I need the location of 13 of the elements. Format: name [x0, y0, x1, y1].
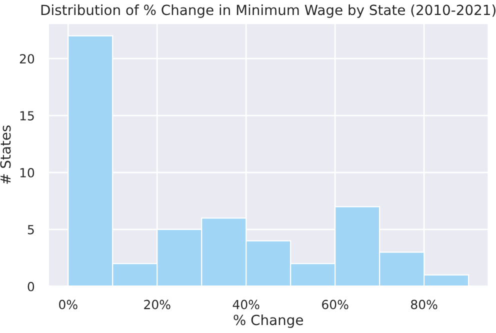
y-axis-title: # States — [0, 125, 11, 184]
chart-title: Distribution of % Change in Minimum Wage by State (2010-2021) — [41, 4, 496, 18]
x-tick-label: 20% — [144, 300, 170, 310]
x-tick-label: 80% — [411, 300, 438, 310]
x-tick-label: 40% — [232, 300, 260, 310]
y-tick-label: 10 — [20, 168, 34, 178]
y-tick-label: 20 — [20, 54, 34, 64]
y-tick-label: 15 — [20, 111, 34, 120]
y-tick-label: 0 — [28, 282, 34, 292]
y-tick-label: 5 — [28, 225, 34, 234]
x-tick-label: 0% — [59, 300, 78, 310]
x-tick-label: 60% — [322, 300, 348, 310]
x-axis-title: % Change — [234, 314, 303, 328]
